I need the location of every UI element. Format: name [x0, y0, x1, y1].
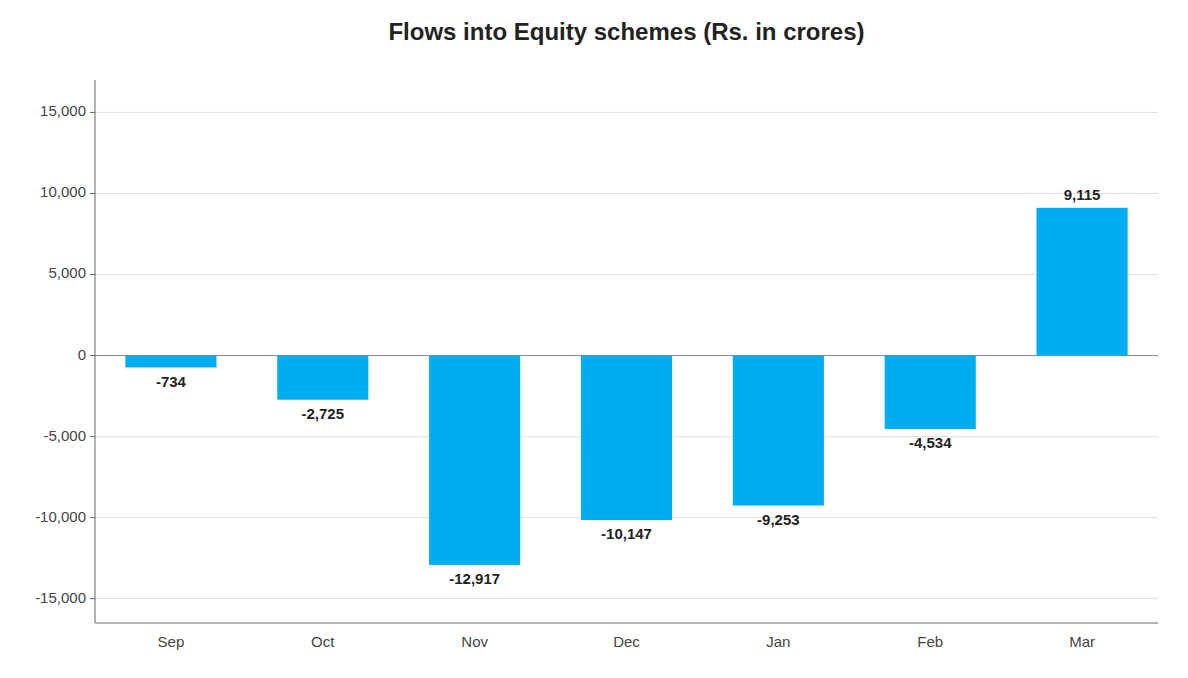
- chart: Flows into Equity schemes (Rs. in crores…: [0, 0, 1188, 678]
- y-tick-label: 10,000: [40, 183, 86, 200]
- y-tick-label: 0: [78, 346, 86, 363]
- data-label: -734: [156, 373, 187, 390]
- bar: [1037, 208, 1128, 356]
- title: Flows into Equity schemes (Rs. in crores…: [388, 18, 864, 45]
- x-axis: Sep Oct Nov Dec Jan Feb Mar: [158, 633, 1095, 650]
- x-tick-label: Oct: [311, 633, 335, 650]
- bars: [125, 208, 1127, 565]
- y-tick: [90, 517, 95, 518]
- y-tick-label: -5,000: [43, 427, 86, 444]
- x-axis-line: [95, 623, 1158, 624]
- bar: [581, 356, 672, 520]
- y-tick-label: 5,000: [48, 264, 86, 281]
- bar: [429, 356, 520, 565]
- x-tick-label: Sep: [158, 633, 185, 650]
- data-label: -12,917: [449, 570, 500, 587]
- data-label: 9,115: [1064, 186, 1101, 203]
- grid-line: [95, 598, 1158, 599]
- y-tick: [90, 598, 95, 599]
- data-label: -10,147: [601, 525, 652, 542]
- y-tick: [90, 112, 95, 113]
- data-label: -4,534: [909, 434, 952, 451]
- x-tick-label: Jan: [766, 633, 790, 650]
- data-label: -2,725: [302, 405, 345, 422]
- data-label: -9,253: [757, 511, 800, 528]
- x-tick-label: Feb: [917, 633, 943, 650]
- y-tick: [90, 193, 95, 194]
- x-tick-label: Dec: [613, 633, 640, 650]
- x-tick-label: Nov: [461, 633, 488, 650]
- grid-line: [95, 193, 1158, 194]
- y-tick-label: -15,000: [35, 589, 86, 606]
- y-tick-label: -10,000: [35, 508, 86, 525]
- y-axis: -15,000 -10,000 -5,000 0 5,000 10,000 15,000: [35, 80, 95, 623]
- bar: [733, 356, 824, 506]
- grid-line: [95, 274, 1158, 275]
- y-tick: [90, 436, 95, 437]
- y-tick: [90, 355, 95, 356]
- y-tick-label: 15,000: [40, 102, 86, 119]
- y-tick: [90, 274, 95, 275]
- data-labels: -734 -2,725 -12,917 -10,147 -9,253 -4,534 9,11…: [156, 186, 1101, 587]
- grid: [95, 112, 1158, 598]
- bar: [885, 356, 976, 429]
- bar: [277, 356, 368, 400]
- grid-line: [95, 112, 1158, 113]
- y-axis-line: [95, 80, 96, 623]
- bar: [125, 356, 216, 368]
- x-tick-label: Mar: [1069, 633, 1095, 650]
